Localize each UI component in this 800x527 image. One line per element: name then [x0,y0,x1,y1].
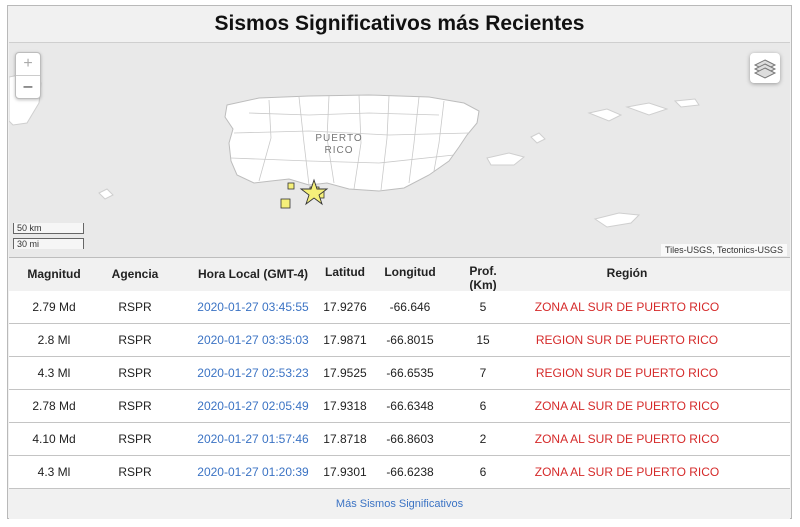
quake-marker [280,198,291,209]
cell-time-link[interactable]: 2020-01-27 03:45:55 [197,300,309,314]
cell-region: ZONA AL SUR DE PUERTO RICO [534,300,720,314]
cell-magnitude: 2.79 Md [32,300,76,314]
more-quakes-link[interactable]: Más Sismos Significativos [335,498,464,510]
cell-region: REGION SUR DE PUERTO RICO [535,333,719,347]
cell-depth: 2 [479,432,487,446]
cell-agency: RSPR [118,333,152,347]
island-virgin-2 [625,102,669,116]
header-latitude: Latitud [325,265,365,279]
table-row: 2.78 Md RSPR 2020-01-27 02:05:49 17.9318… [9,390,790,423]
cell-time-link[interactable]: 2020-01-27 02:05:49 [197,399,309,413]
cell-agency: RSPR [118,366,152,380]
header-time: Hora Local (GMT-4) [197,267,308,281]
island-vieques [486,152,526,166]
cell-latitude: 17.9871 [323,333,367,347]
scale-mi: 30 mi [13,238,84,249]
cell-latitude: 17.9318 [323,399,367,413]
header-region: Región [606,266,648,280]
map-attribution: Tiles-USGS, Tectonics-USGS [660,244,787,256]
cell-region: ZONA AL SUR DE PUERTO RICO [534,399,720,413]
cell-depth: 15 [476,333,490,347]
table-row: 4.3 Ml RSPR 2020-01-27 02:53:23 17.9525 … [9,357,790,390]
cell-depth: 7 [479,366,487,380]
latest-quake-star-icon [299,178,329,206]
table-row: 2.8 Ml RSPR 2020-01-27 03:35:03 17.9871 … [9,324,790,357]
island-virgin-1 [587,108,623,122]
zoom-control: + – [15,52,41,99]
cell-magnitude: 4.3 Ml [37,465,71,479]
cell-magnitude: 2.8 Ml [37,333,71,347]
zoom-in-button[interactable]: + [16,53,40,76]
layers-icon [753,59,777,79]
cell-latitude: 17.9276 [323,300,367,314]
cell-longitude: -66.8015 [386,333,434,347]
cell-magnitude: 4.10 Md [32,432,76,446]
cell-latitude: 17.9525 [323,366,367,380]
cell-region: REGION SUR DE PUERTO RICO [535,366,719,380]
header-depth-line1: Prof. [469,264,497,278]
header-depth-line2: (Km) [469,278,497,292]
layers-button[interactable] [750,53,780,83]
cell-time-link[interactable]: 2020-01-27 01:20:39 [197,465,309,479]
cell-time-link[interactable]: 2020-01-27 02:53:23 [197,366,309,380]
table-footer: Más Sismos Significativos [9,489,790,519]
table-row: 2.79 Md RSPR 2020-01-27 03:45:55 17.9276… [9,291,790,324]
quake-marker [287,182,295,190]
cell-magnitude: 4.3 Ml [37,366,71,380]
cell-longitude: -66.6348 [386,399,434,413]
cell-agency: RSPR [118,399,152,413]
header-longitude: Longitud [384,265,436,279]
cell-region: ZONA AL SUR DE PUERTO RICO [534,432,720,446]
map-region-label-1: PUERTO [315,133,362,144]
header-agency: Agencia [111,267,159,281]
cell-region: ZONA AL SUR DE PUERTO RICO [534,465,720,479]
map-canvas: PUERTO RICO [9,72,700,228]
cell-agency: RSPR [118,300,152,314]
cell-depth: 6 [479,465,487,479]
cell-longitude: -66.8603 [386,432,434,446]
island-puerto-rico [224,94,480,192]
cell-longitude: -66.6238 [386,465,434,479]
earthquake-map[interactable]: PUERTO RICO + – 50 km 30 mi Tiles-USGS, … [9,42,790,258]
table-row: 4.10 Md RSPR 2020-01-27 01:57:46 17.8718… [9,423,790,456]
cell-longitude: -66.646 [389,300,431,314]
island-mona [98,188,114,200]
cell-longitude: -66.6535 [386,366,434,380]
cell-agency: RSPR [118,432,152,446]
cell-time-link[interactable]: 2020-01-27 03:35:03 [197,333,309,347]
cell-depth: 6 [479,399,487,413]
municipality-lines [230,94,470,191]
cell-agency: RSPR [118,465,152,479]
table-header: Magnitud Agencia Hora Local (GMT-4) Lati… [9,258,790,292]
cell-depth: 5 [479,300,487,314]
earthquakes-panel: Sismos Significativos más Recientes [7,5,792,519]
panel-title: Sismos Significativos más Recientes [214,12,585,35]
cell-latitude: 17.9301 [323,465,367,479]
table-row: 4.3 Ml RSPR 2020-01-27 01:20:39 17.9301 … [9,456,790,489]
cell-time-link[interactable]: 2020-01-27 01:57:46 [197,432,309,446]
island-culebra [530,132,546,144]
zoom-out-button[interactable]: – [23,78,33,95]
cell-magnitude: 2.78 Md [32,399,76,413]
header-magnitude: Magnitud [27,267,81,281]
map-region-label-2: RICO [325,145,354,156]
cell-latitude: 17.8718 [323,432,367,446]
island-st-croix [593,212,641,228]
scale-km: 50 km [13,223,84,234]
island-virgin-3 [673,98,700,108]
